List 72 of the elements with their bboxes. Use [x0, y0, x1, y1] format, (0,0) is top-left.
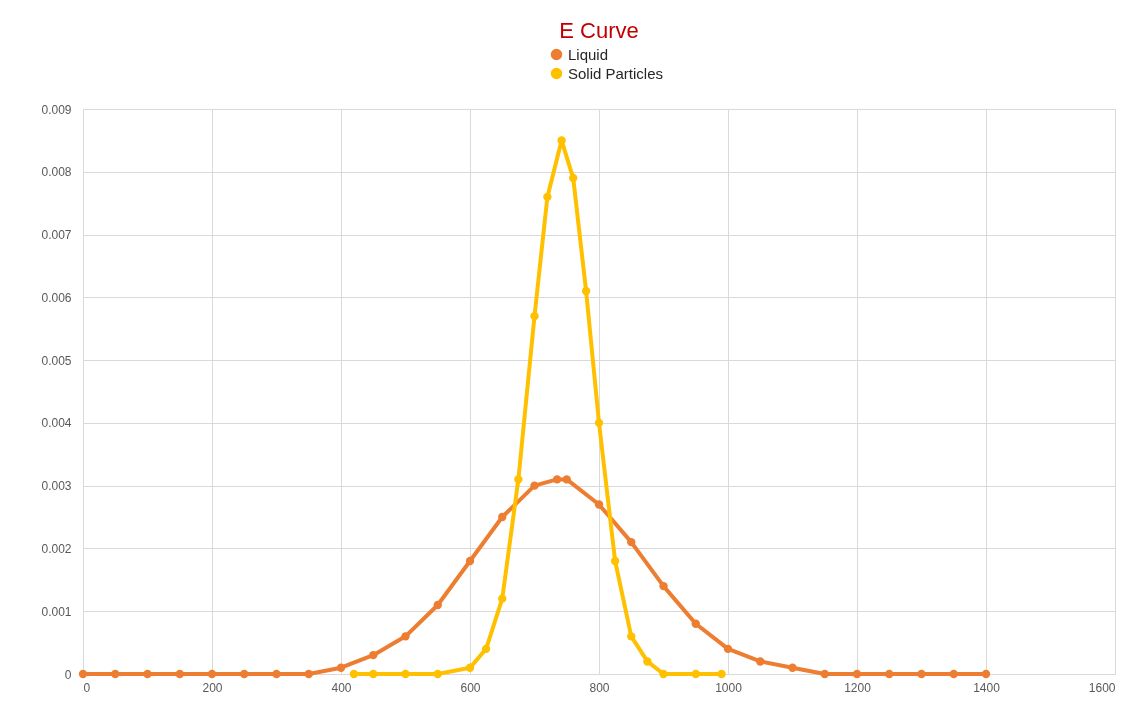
point — [594, 418, 604, 428]
point — [717, 669, 726, 679]
point — [336, 663, 346, 672]
point — [949, 669, 958, 679]
point — [240, 669, 249, 679]
point — [788, 663, 797, 672]
y-tick-label: 0.006 — [41, 290, 72, 305]
point — [723, 644, 733, 654]
point — [917, 669, 926, 679]
point — [981, 669, 991, 679]
point — [433, 600, 442, 610]
y-tick-label: 0.001 — [41, 604, 72, 619]
y-tick-label: 0.002 — [41, 541, 72, 556]
point — [465, 556, 475, 566]
point — [627, 537, 636, 547]
point — [691, 619, 700, 628]
point — [691, 669, 700, 679]
point — [272, 669, 281, 679]
point — [514, 475, 523, 484]
y-tick-label: 0.007 — [41, 228, 72, 243]
point — [562, 475, 571, 484]
x-tick-label: 0 — [83, 680, 91, 695]
y-tick-label: 0.008 — [41, 165, 72, 180]
x-tick-label: 400 — [331, 680, 352, 695]
point — [465, 663, 475, 672]
point — [885, 669, 894, 679]
y-tick-label: 0.009 — [41, 102, 72, 117]
x-tick-label: 1200 — [844, 680, 872, 695]
x-tick-label: 1000 — [715, 680, 743, 695]
chart-title: E Curve — [559, 18, 639, 43]
point — [852, 669, 862, 679]
point — [349, 669, 359, 679]
point — [481, 644, 491, 654]
y-tick-label: 0.004 — [41, 416, 72, 431]
point — [433, 669, 442, 679]
point — [498, 512, 507, 522]
point — [756, 657, 765, 666]
y-tick-label: 0 — [64, 667, 72, 682]
legend-label: Liquid — [568, 45, 609, 63]
point — [594, 500, 604, 509]
point — [820, 669, 829, 679]
point — [401, 669, 410, 679]
point — [543, 192, 552, 202]
point — [569, 173, 578, 183]
point — [369, 650, 378, 660]
point — [369, 669, 378, 679]
x-tick-label: 200 — [202, 680, 223, 695]
legend-label: Solid Particles — [568, 64, 664, 82]
point — [659, 669, 668, 679]
point — [530, 481, 539, 490]
point — [581, 286, 591, 296]
point — [143, 669, 152, 679]
x-tick-label: 1400 — [973, 680, 1001, 695]
point — [530, 311, 539, 321]
point — [498, 594, 507, 603]
point — [207, 669, 217, 679]
point — [175, 669, 184, 679]
y-tick-label: 0.005 — [41, 353, 72, 368]
x-tick-label: 600 — [460, 680, 481, 695]
point — [111, 669, 120, 679]
y-tick-label: 0.003 — [41, 479, 72, 494]
x-tick-label: 800 — [589, 680, 610, 695]
point — [643, 657, 652, 666]
x-tick-label: 1600 — [1088, 680, 1116, 695]
point — [610, 556, 620, 566]
point — [627, 632, 636, 641]
point — [659, 581, 668, 591]
point — [552, 475, 562, 484]
point — [78, 669, 88, 679]
point — [304, 669, 313, 679]
point — [557, 136, 566, 145]
point — [401, 632, 410, 641]
